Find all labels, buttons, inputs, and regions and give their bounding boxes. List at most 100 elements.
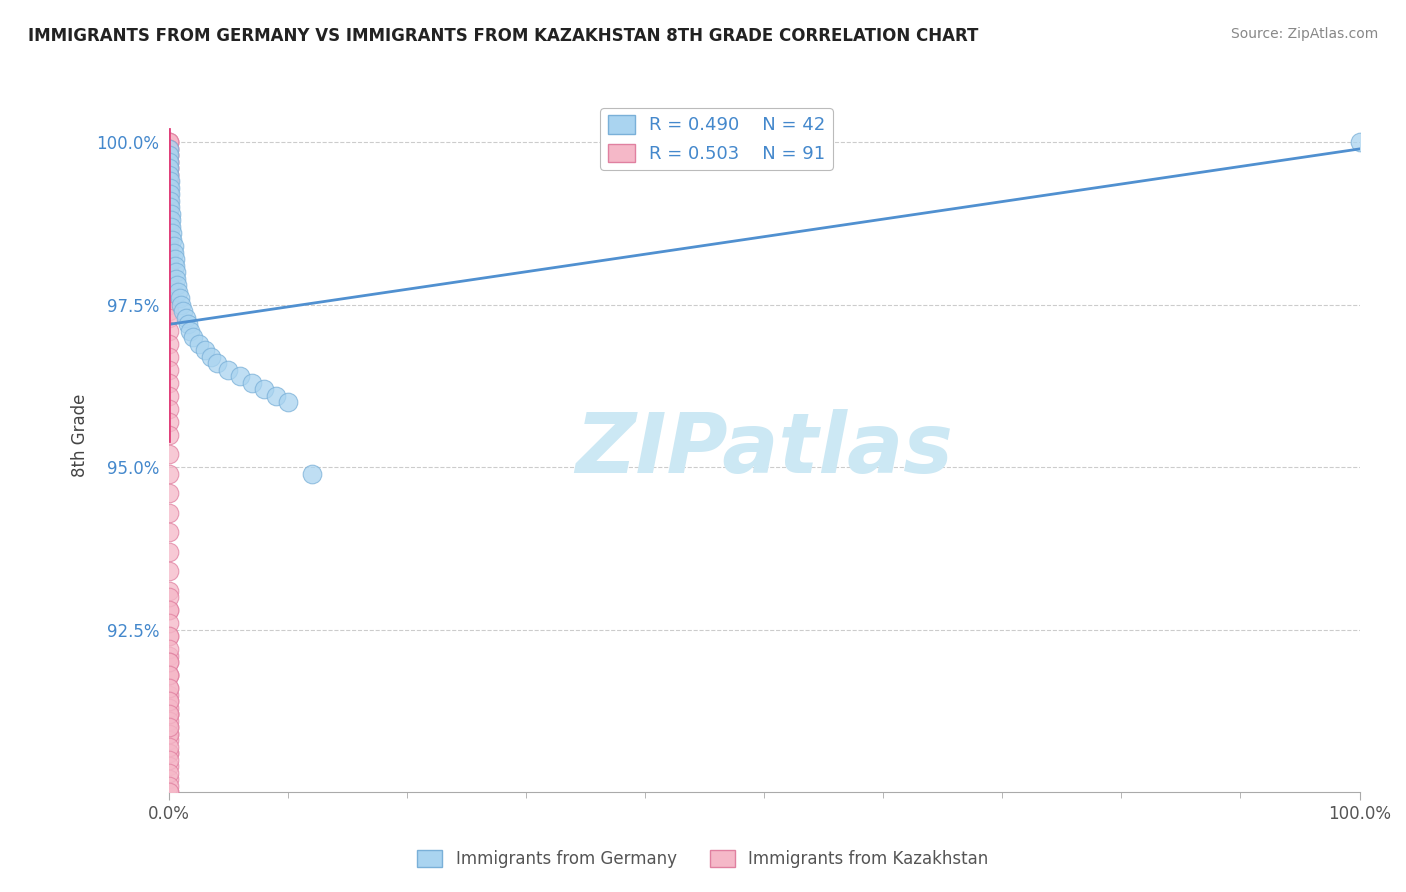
Point (163, 259, 186, 273)
Point (157, 136, 180, 150)
Point (157, 259, 180, 273)
Point (157, 616, 180, 631)
Point (157, 583, 180, 598)
Point (157, 629, 180, 643)
Point (157, 298, 180, 312)
Point (163, 239, 186, 253)
Point (157, 415, 180, 429)
Point (157, 506, 180, 520)
Point (159, 201, 181, 215)
Point (157, 525, 180, 540)
Point (157, 746, 180, 760)
Point (157, 252, 180, 267)
Point (159, 187, 181, 202)
Legend: Immigrants from Germany, Immigrants from Kazakhstan: Immigrants from Germany, Immigrants from… (411, 843, 995, 875)
Point (157, 467, 180, 481)
Point (157, 428, 180, 442)
Point (157, 765, 180, 780)
Point (157, 772, 180, 787)
Point (205, 356, 228, 370)
Point (157, 337, 180, 351)
Point (200, 350, 222, 364)
Text: IMMIGRANTS FROM GERMANY VS IMMIGRANTS FROM KAZAKHSTAN 8TH GRADE CORRELATION CHAR: IMMIGRANTS FROM GERMANY VS IMMIGRANTS FR… (28, 27, 979, 45)
Point (157, 785, 180, 799)
Point (160, 213, 183, 227)
Point (157, 739, 180, 754)
Legend: R = 0.490    N = 42, R = 0.503    N = 91: R = 0.490 N = 42, R = 0.503 N = 91 (600, 108, 832, 170)
Point (157, 181, 180, 195)
Point (160, 219, 183, 234)
Point (157, 155, 180, 169)
Point (253, 383, 276, 397)
Point (157, 233, 180, 247)
Point (157, 701, 180, 715)
Point (157, 246, 180, 260)
Point (157, 292, 180, 306)
Point (157, 668, 180, 682)
Point (159, 181, 181, 195)
Point (157, 136, 180, 150)
Point (157, 688, 180, 702)
Point (162, 233, 184, 247)
Point (157, 668, 180, 682)
Point (157, 363, 180, 377)
Point (264, 389, 287, 403)
Point (157, 376, 180, 390)
Point (157, 759, 180, 773)
Point (157, 565, 180, 579)
Y-axis label: 8th Grade: 8th Grade (72, 393, 89, 476)
Point (162, 227, 184, 241)
Point (157, 746, 180, 760)
Point (157, 161, 180, 176)
Point (157, 155, 180, 169)
Point (167, 285, 190, 299)
Point (157, 779, 180, 793)
Point (157, 603, 180, 617)
Point (157, 486, 180, 500)
Point (157, 161, 180, 176)
Point (157, 350, 180, 364)
Point (157, 194, 180, 208)
Point (163, 252, 186, 267)
Point (187, 337, 209, 351)
Point (157, 168, 180, 182)
Point (157, 545, 180, 559)
Point (157, 239, 180, 253)
Point (157, 174, 180, 188)
Point (157, 201, 180, 215)
Point (240, 376, 263, 390)
Point (157, 629, 180, 643)
Point (301, 467, 323, 481)
Point (157, 168, 180, 182)
Point (277, 395, 299, 409)
Point (157, 447, 180, 461)
Point (157, 136, 180, 150)
Point (159, 174, 181, 188)
Point (157, 785, 180, 799)
Point (157, 187, 180, 202)
Point (170, 298, 193, 312)
Point (217, 363, 239, 377)
Point (174, 310, 197, 325)
Point (157, 227, 180, 241)
Point (165, 265, 187, 279)
Point (157, 148, 180, 162)
Point (157, 694, 180, 708)
Point (157, 668, 180, 682)
Point (157, 278, 180, 293)
Point (181, 330, 204, 344)
Point (157, 304, 180, 318)
Point (157, 753, 180, 767)
Point (169, 292, 191, 306)
Point (157, 714, 180, 728)
Point (157, 401, 180, 416)
Point (157, 648, 180, 663)
Point (157, 694, 180, 708)
Point (157, 168, 180, 182)
Point (157, 720, 180, 734)
Point (157, 603, 180, 617)
Point (157, 272, 180, 286)
Point (157, 707, 180, 722)
Text: ZIPatlas: ZIPatlas (575, 409, 953, 490)
Point (157, 148, 180, 162)
